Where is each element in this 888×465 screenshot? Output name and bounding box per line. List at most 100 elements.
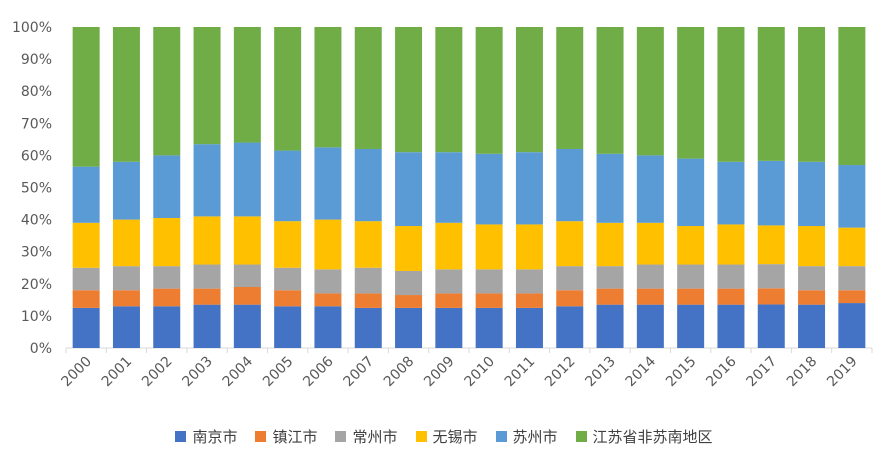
x-tick-label: 2008 [381,354,418,391]
bar-segment-1 [314,306,342,348]
y-tick-label: 10% [21,309,52,325]
legend-item: 苏州市 [495,426,558,447]
bar-segment-4 [475,224,503,270]
bar-segment-5 [798,161,826,227]
bar-segment-5 [274,150,302,222]
bar-segment-6 [798,27,826,162]
x-tick-label: 2009 [421,354,458,391]
bar-segment-4 [274,221,302,268]
bar-segment-2 [515,293,543,308]
bar-segment-6 [636,27,664,156]
bar-segment-2 [435,293,463,308]
y-tick-label: 90% [21,52,52,68]
bar-segment-4 [233,216,261,265]
x-tick-label: 2000 [58,354,95,391]
bar-segment-6 [314,27,342,148]
bar-segment-5 [717,161,745,225]
x-tick-label: 2006 [300,353,337,390]
bar-segment-3 [112,266,140,291]
bar-segment-4 [435,222,463,270]
bar-segment-4 [314,219,342,270]
bar-segment-4 [636,222,664,265]
bar-segment-3 [717,264,745,289]
bar-segment-2 [193,288,221,305]
y-tick-label: 100% [12,20,52,36]
bar-segment-6 [717,27,745,162]
y-tick-label: 70% [21,116,52,132]
bar-segment-6 [233,27,261,143]
bar-segment-5 [395,152,423,227]
bar-segment-2 [556,290,584,307]
x-tick-label: 2015 [663,354,700,391]
legend-swatch [495,431,507,442]
legend-swatch [175,431,187,442]
bar-segment-5 [72,166,100,223]
y-tick-label: 60% [21,148,52,164]
legend-item: 江苏省非苏南地区 [575,426,713,447]
bar-segment-3 [757,264,785,289]
x-tick-label: 2017 [744,354,781,391]
legend-item: 南京市 [175,426,237,447]
y-tick-label: 30% [21,245,52,261]
bar-segment-4 [395,226,423,271]
bar-segment-5 [515,152,543,225]
bar-segment-2 [274,290,302,307]
bar-segment-4 [757,225,785,265]
bar-segment-1 [435,307,463,348]
bar-segment-2 [757,288,785,305]
stacked-percent-bar-chart: 0%10%20%30%40%50%60%70%80%90%100%2000 200… [12,20,873,391]
bar-segment-6 [354,27,382,149]
bar-segment-1 [233,304,261,348]
x-tick-label: 2018 [784,354,821,391]
bar-segment-1 [838,303,866,348]
bar-segment-3 [677,264,705,289]
bar-segment-6 [395,27,423,153]
bar-segment-6 [596,27,624,154]
x-tick-label: 2014 [623,353,660,390]
bar-segment-2 [233,287,261,305]
x-tick-label: 2004 [220,353,257,390]
bar-segment-1 [515,307,543,348]
x-tick-label: 2012 [542,354,579,391]
legend-swatch [335,431,347,442]
bar-segment-4 [798,226,826,267]
bar-segment-5 [556,148,584,222]
bar-segment-3 [798,266,826,291]
bar-segment-2 [798,290,826,305]
bar-segment-3 [435,269,463,294]
bar-segment-3 [314,269,342,294]
x-tick-label: 2011 [502,354,539,391]
bar-segment-5 [596,153,624,223]
legend-label: 镇江市 [272,428,318,446]
bar-segment-4 [556,221,584,267]
bar-segment-1 [677,304,705,348]
bar-segment-2 [112,290,140,307]
bar-segment-5 [838,165,866,228]
bar-segment-5 [112,161,140,220]
bar-segment-3 [475,269,503,294]
x-tick-label: 2007 [341,354,378,391]
bar-segment-3 [193,264,221,289]
bar-segment-6 [677,27,705,159]
bar-segment-6 [475,27,503,154]
bar-segment-4 [838,227,866,267]
bar-segment-6 [112,27,140,162]
bar-segment-3 [636,264,664,289]
bar-segment-4 [677,226,705,265]
bar-segment-3 [838,266,866,291]
y-tick-label: 20% [21,277,52,293]
bar-segment-1 [636,304,664,348]
legend-swatch [415,431,427,442]
bar-segment-1 [798,304,826,348]
bar-segment-6 [515,27,543,153]
bar-segment-4 [112,219,140,267]
x-tick-label: 2003 [179,354,216,391]
bar-segment-1 [354,307,382,348]
bar-segment-1 [556,306,584,348]
bar-segment-5 [636,155,664,223]
bar-segment-1 [596,304,624,348]
bar-segment-1 [475,307,503,348]
bar-segment-6 [153,27,181,156]
x-tick-label: 2013 [582,354,619,391]
bar-segment-2 [717,288,745,305]
